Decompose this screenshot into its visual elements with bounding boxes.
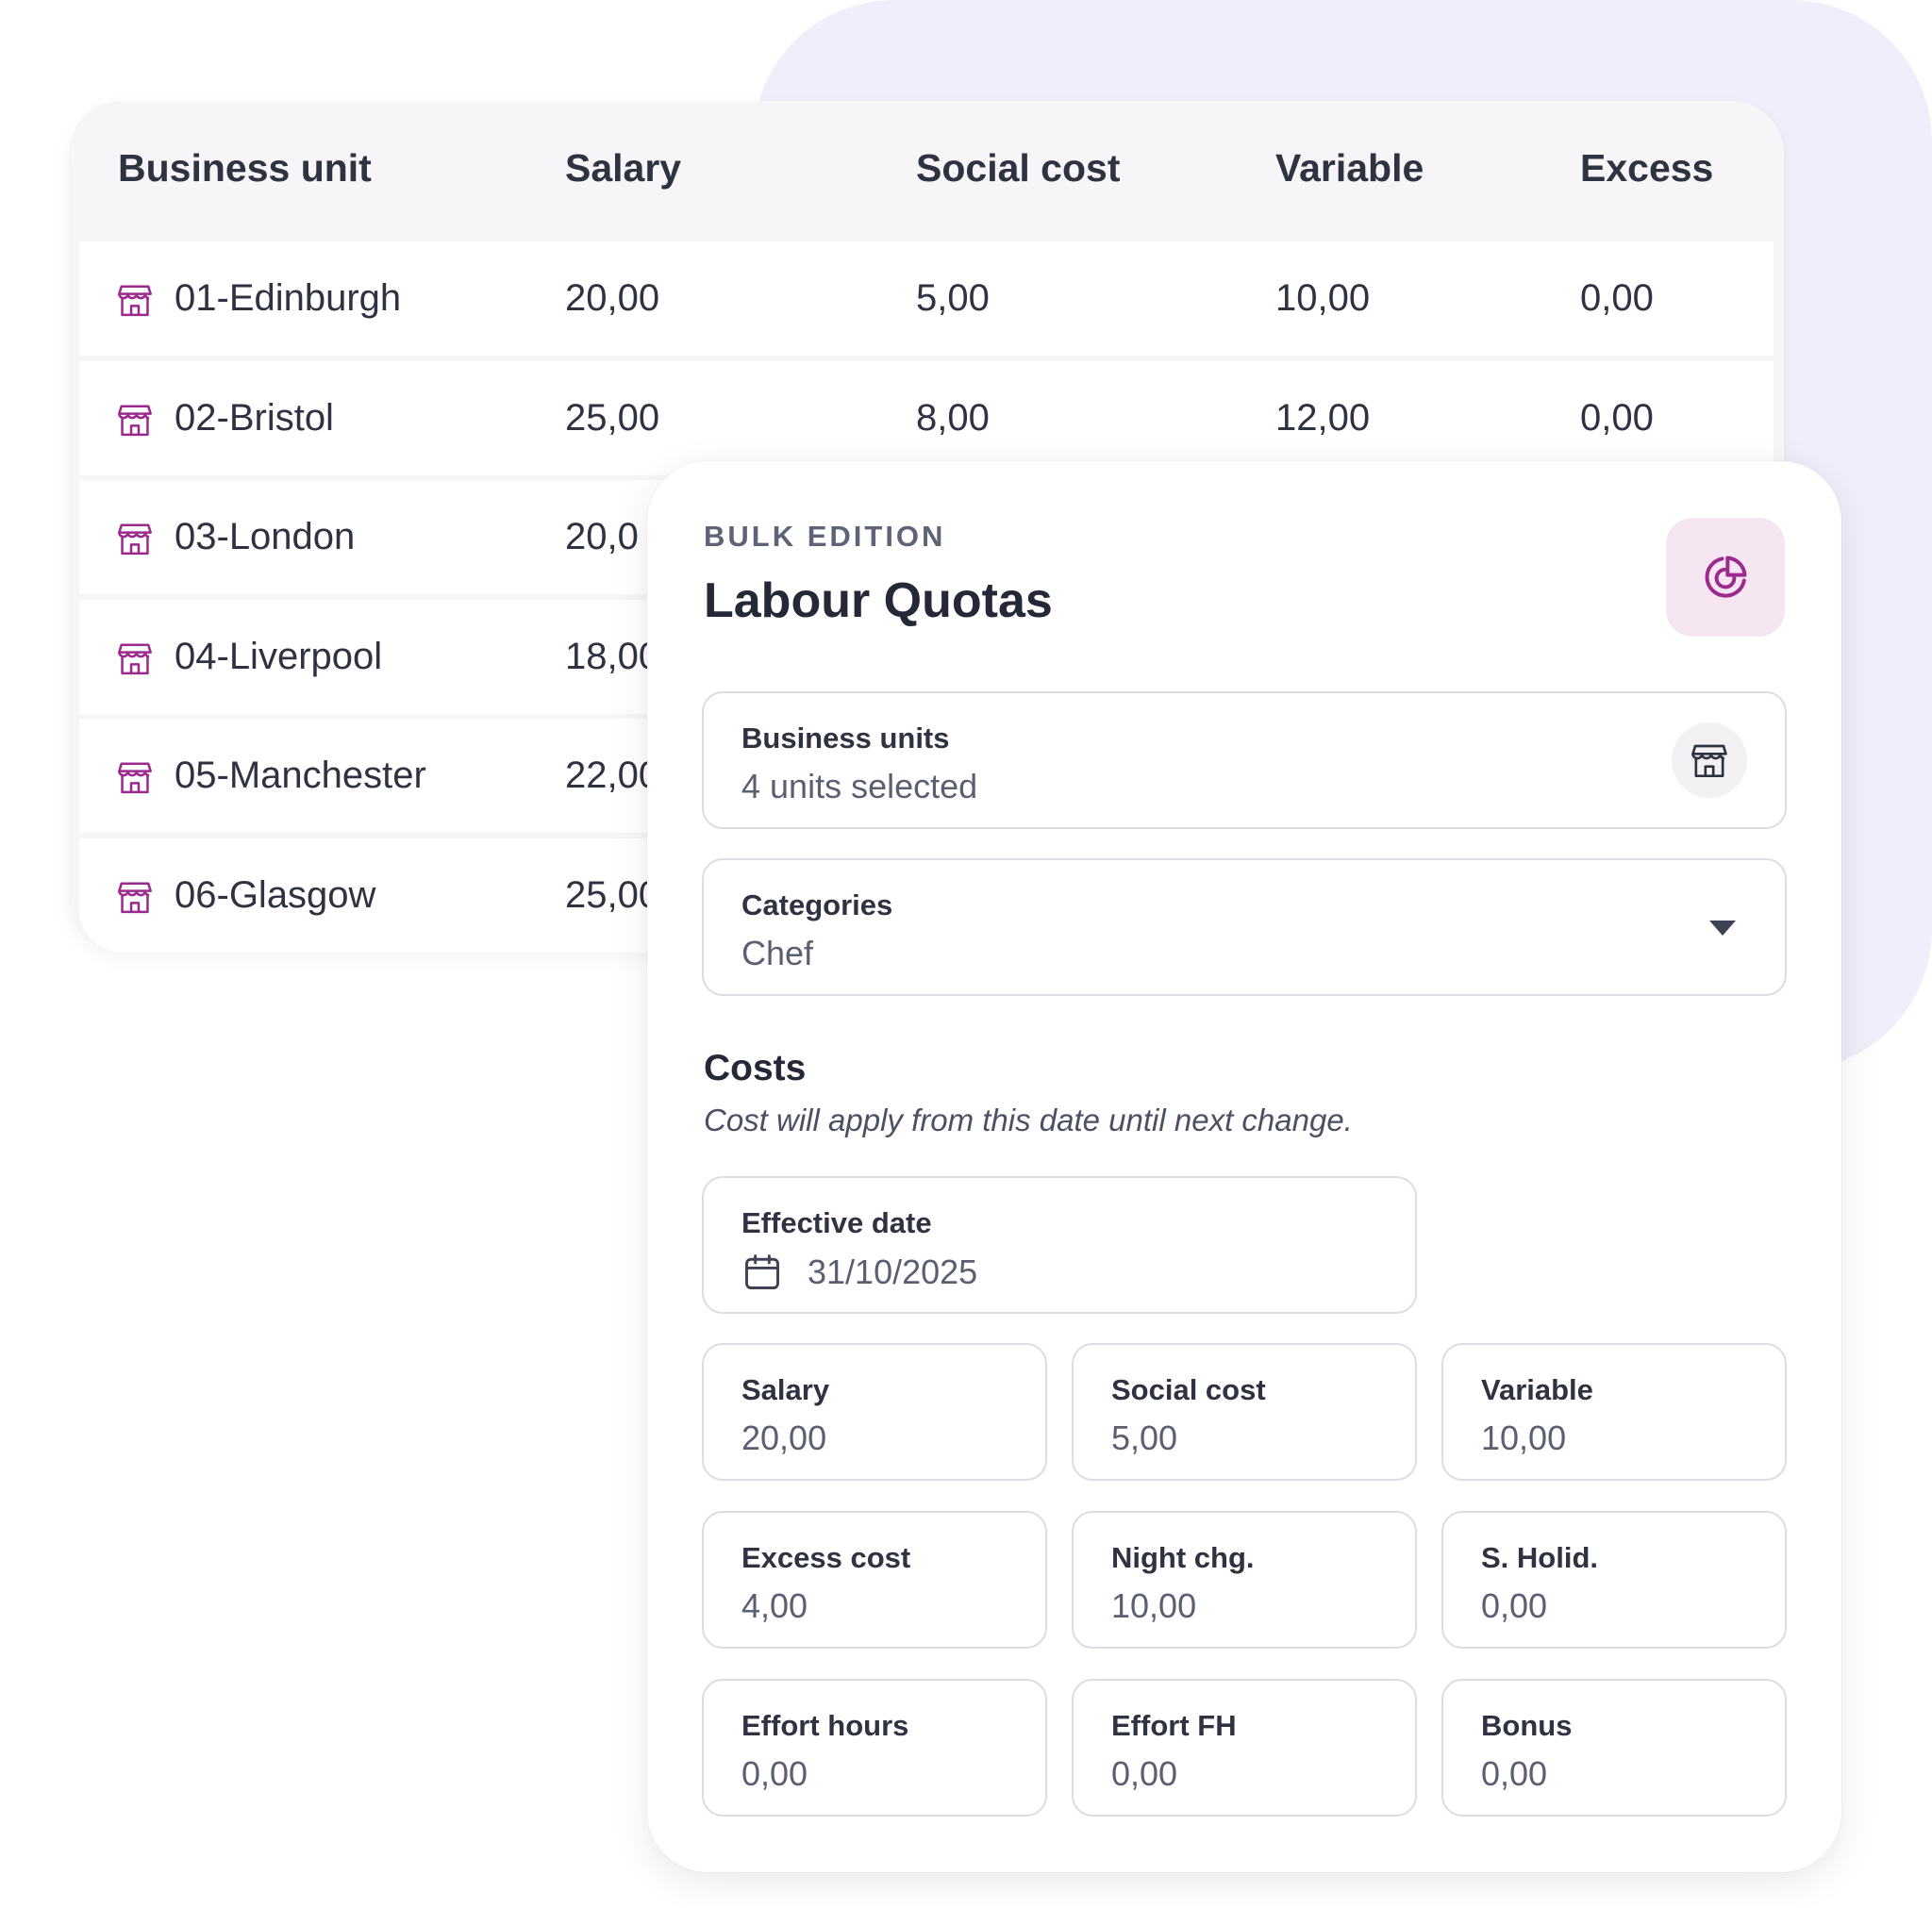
- excess-cell: 0,00: [1580, 396, 1654, 439]
- salary-cell: 25,00: [565, 873, 660, 916]
- effective-date-field[interactable]: Effective date 31/10/2025: [702, 1176, 1417, 1314]
- costs-section-subtitle: Cost will apply from this date until nex…: [704, 1103, 1353, 1137]
- pie-chart-button[interactable]: [1666, 518, 1785, 637]
- variable-cell: 12,00: [1275, 396, 1371, 439]
- salary-label: Salary: [741, 1373, 830, 1406]
- salary-cell: 18,00: [565, 635, 660, 677]
- store-icon: [117, 880, 153, 914]
- effort-hours-field[interactable]: Effort hours 0,00: [702, 1679, 1047, 1817]
- social-cost-field[interactable]: Social cost 5,00: [1072, 1343, 1417, 1481]
- night-charge-field[interactable]: Night chg. 10,00: [1072, 1511, 1417, 1649]
- calendar-icon: [745, 1254, 779, 1289]
- unit-name-cell: 01-Edinburgh: [175, 277, 402, 319]
- unit-name-cell: 02-Bristol: [175, 396, 334, 439]
- panel-title: Labour Quotas: [704, 573, 1053, 628]
- column-header-excess[interactable]: Excess: [1580, 146, 1714, 190]
- unit-name-cell: 04-Liverpool: [175, 635, 383, 677]
- business-units-label: Business units: [741, 722, 950, 755]
- excess-cost-value: 4,00: [741, 1586, 808, 1625]
- salary-value: 20,00: [741, 1419, 827, 1457]
- table-header: Business unit Salary Social cost Variabl…: [69, 101, 1784, 241]
- salary-cell: 22,00: [565, 755, 660, 796]
- unit-name-cell: 06-Glasgow: [175, 873, 376, 916]
- business-units-picker-button[interactable]: [1672, 722, 1747, 798]
- store-icon: [117, 760, 153, 794]
- store-icon: [1691, 744, 1727, 777]
- effective-date-label: Effective date: [741, 1206, 932, 1239]
- variable-label: Variable: [1481, 1373, 1593, 1406]
- salary-cell: 20,00: [565, 277, 660, 319]
- salary-cell: 20,0: [565, 516, 639, 557]
- chevron-down-icon[interactable]: [1709, 921, 1736, 936]
- salary-field[interactable]: Salary 20,00: [702, 1343, 1047, 1481]
- bulk-edition-panel: BULK EDITION Labour Quotas Business unit…: [647, 461, 1841, 1872]
- social-cost-cell: 8,00: [916, 396, 990, 439]
- salary-cell: 25,00: [565, 396, 660, 439]
- store-icon: [117, 641, 153, 675]
- effort-hours-label: Effort hours: [741, 1709, 909, 1742]
- store-icon: [117, 522, 153, 556]
- business-units-value: 4 units selected: [741, 767, 978, 805]
- costs-section-title: Costs: [704, 1048, 807, 1088]
- effort-fh-field[interactable]: Effort FH 0,00: [1072, 1679, 1417, 1817]
- panel-eyebrow: BULK EDITION: [704, 520, 946, 553]
- night-charge-value: 10,00: [1111, 1586, 1197, 1625]
- bonus-field[interactable]: Bonus 0,00: [1441, 1679, 1787, 1817]
- effort-fh-label: Effort FH: [1111, 1709, 1237, 1742]
- categories-label: Categories: [741, 888, 893, 921]
- excess-cost-label: Excess cost: [741, 1541, 911, 1574]
- social-cost-label: Social cost: [1111, 1373, 1266, 1406]
- categories-select[interactable]: Categories Chef: [702, 858, 1787, 996]
- variable-field[interactable]: Variable 10,00: [1441, 1343, 1787, 1481]
- variable-cell: 10,00: [1275, 277, 1371, 319]
- excess-cell: 0,00: [1580, 277, 1654, 319]
- effective-date-value: 31/10/2025: [808, 1253, 978, 1291]
- night-charge-label: Night chg.: [1111, 1541, 1255, 1574]
- unit-name-cell: 03-London: [175, 516, 356, 557]
- bonus-value: 0,00: [1481, 1754, 1548, 1793]
- column-header-variable[interactable]: Variable: [1275, 146, 1424, 190]
- bonus-label: Bonus: [1481, 1709, 1573, 1742]
- pie-chart-icon: [1705, 556, 1747, 598]
- sunday-holiday-field[interactable]: S. Holid. 0,00: [1441, 1511, 1787, 1649]
- excess-cost-field[interactable]: Excess cost 4,00: [702, 1511, 1047, 1649]
- social-cost-value: 5,00: [1111, 1419, 1178, 1457]
- sunday-holiday-value: 0,00: [1481, 1586, 1548, 1625]
- column-header-social-cost[interactable]: Social cost: [916, 146, 1121, 190]
- table-row[interactable]: 02-Bristol 25,00 8,00 12,00 0,00: [79, 360, 1774, 475]
- column-header-business-unit[interactable]: Business unit: [118, 146, 372, 190]
- column-header-salary[interactable]: Salary: [565, 146, 682, 190]
- categories-value: Chef: [741, 934, 814, 972]
- table-row[interactable]: 01-Edinburgh 20,00 5,00 10,00 0,00: [79, 241, 1774, 356]
- store-icon: [117, 283, 153, 317]
- sunday-holiday-label: S. Holid.: [1481, 1541, 1598, 1574]
- unit-name-cell: 05-Manchester: [175, 755, 426, 796]
- effort-fh-value: 0,00: [1111, 1754, 1178, 1793]
- store-icon: [117, 403, 153, 437]
- variable-value: 10,00: [1481, 1419, 1567, 1457]
- effort-hours-value: 0,00: [741, 1754, 808, 1793]
- social-cost-cell: 5,00: [916, 277, 990, 319]
- business-units-field[interactable]: Business units 4 units selected: [702, 691, 1787, 829]
